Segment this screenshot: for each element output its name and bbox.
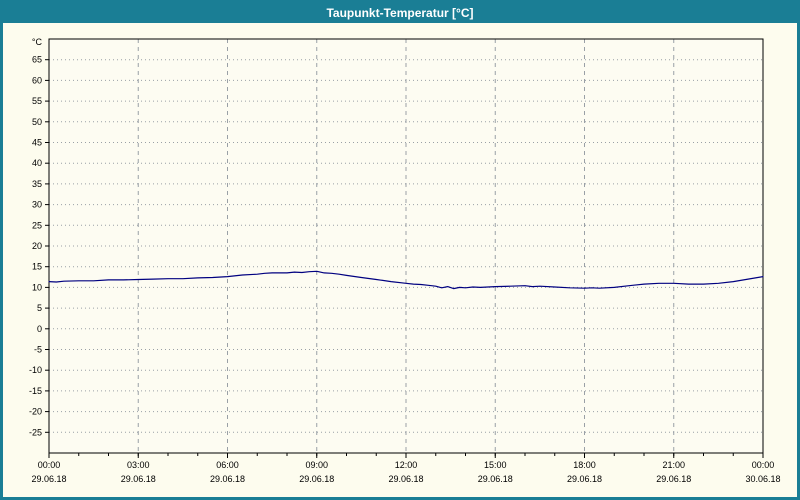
data-line	[48, 270, 764, 290]
y-tick-label: 55	[32, 96, 42, 106]
x-tick-time-label: 15:00	[484, 460, 507, 470]
y-tick-label: 20	[32, 241, 42, 251]
chart-plot: °C65605550454035302520151050-5-10-15-20-…	[29, 37, 781, 484]
y-tick-label: 25	[32, 220, 42, 230]
y-tick-label: -15	[29, 386, 42, 396]
y-tick-label: 45	[32, 138, 42, 148]
y-tick-label: 30	[32, 200, 42, 210]
y-tick-label: 50	[32, 117, 42, 127]
x-tick-time-label: 18:00	[573, 460, 596, 470]
y-tick-label: -20	[29, 407, 42, 417]
x-tick-date-label: 29.06.18	[388, 474, 423, 484]
x-tick-date-label: 29.06.18	[31, 474, 66, 484]
x-tick-date-label: 29.06.18	[656, 474, 691, 484]
chart-title: Taupunkt-Temperatur [°C]	[326, 6, 474, 20]
x-tick-time-label: 09:00	[305, 460, 328, 470]
y-tick-label: -25	[29, 427, 42, 437]
y-tick-label: 65	[32, 55, 42, 65]
y-tick-label: -5	[34, 345, 42, 355]
title-bar: Taupunkt-Temperatur [°C]	[3, 3, 797, 23]
y-tick-label: 0	[37, 324, 42, 334]
x-tick-date-label: 29.06.18	[299, 474, 334, 484]
y-tick-label: -10	[29, 365, 42, 375]
x-tick-time-label: 03:00	[127, 460, 150, 470]
x-tick-time-label: 00:00	[752, 460, 775, 470]
chart-area: °C 65 60 55 50 45 40 35 30 25 20 15 10 5 0 -5 -10 -15 -20-…	[3, 23, 797, 497]
y-tick-label: 60	[32, 75, 42, 85]
y-tick-label: 5	[37, 303, 42, 313]
x-tick-date-label: 29.06.18	[121, 474, 156, 484]
x-tick-time-label: 21:00	[662, 460, 685, 470]
x-tick-date-label: 29.06.18	[478, 474, 513, 484]
x-tick-date-label: 30.06.18	[745, 474, 780, 484]
y-tick-label: 40	[32, 158, 42, 168]
x-tick-date-label: 29.06.18	[567, 474, 602, 484]
y-tick-label: 35	[32, 179, 42, 189]
x-tick-time-label: 06:00	[216, 460, 239, 470]
x-tick-time-label: 12:00	[395, 460, 418, 470]
y-tick-label: 10	[32, 282, 42, 292]
y-axis-unit-label: °C	[32, 37, 43, 47]
x-tick-time-label: 00:00	[38, 460, 61, 470]
x-tick-date-label: 29.06.18	[210, 474, 245, 484]
y-tick-label: 15	[32, 262, 42, 272]
